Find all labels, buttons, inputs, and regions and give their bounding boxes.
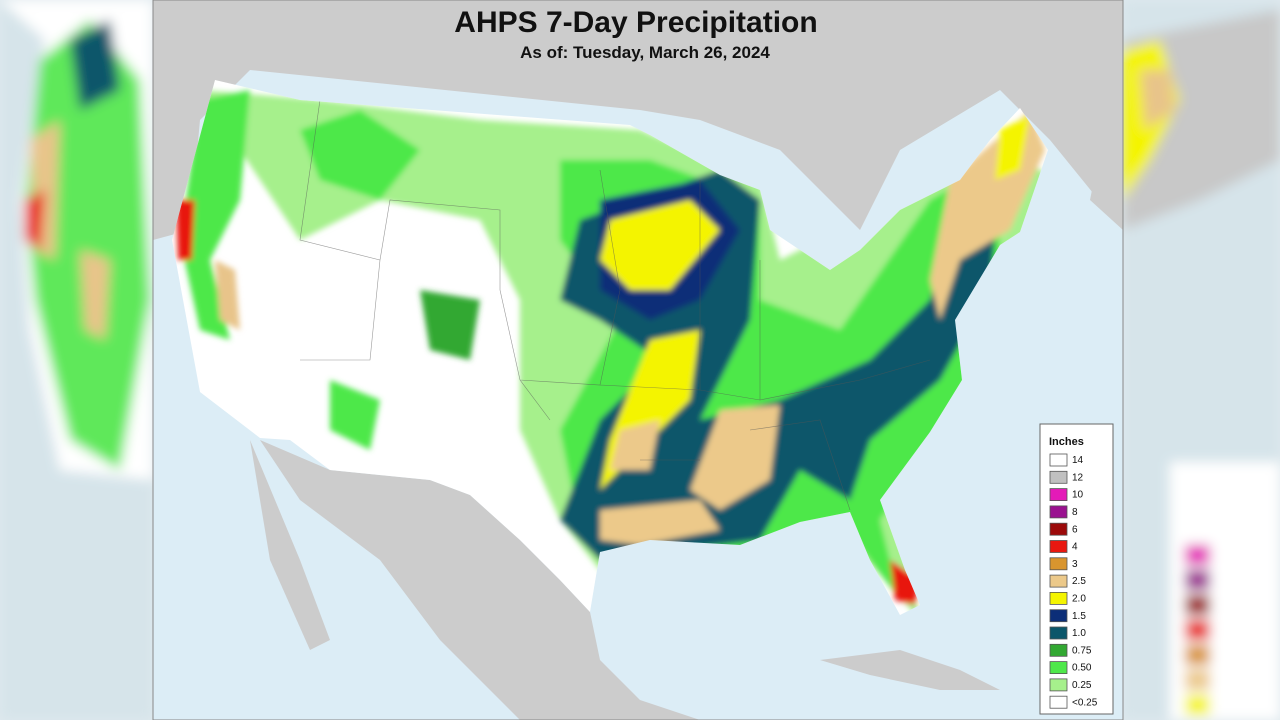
legend-label: 0.50 [1072, 663, 1092, 674]
mexico [260, 440, 700, 720]
cuba [820, 650, 1000, 690]
legend-label: 6 [1072, 524, 1078, 535]
legend-swatch [1049, 678, 1068, 692]
legend-label: <0.25 [1072, 697, 1098, 708]
legend-swatch [1049, 453, 1068, 467]
legend-label: 8 [1072, 507, 1078, 518]
legend-swatch [1049, 505, 1068, 519]
canada [153, 0, 1123, 240]
legend-swatch [1049, 540, 1068, 553]
legend-label: 12 [1072, 472, 1084, 483]
legend-swatch [1049, 695, 1068, 709]
legend-swatch [1049, 592, 1068, 605]
legend-swatch [1049, 661, 1068, 674]
legend-swatch [1049, 522, 1068, 536]
map-title: AHPS 7-Day Precipitation [454, 6, 817, 39]
legend-label: 3 [1072, 559, 1078, 570]
baja [250, 440, 330, 650]
map-subtitle: As of: Tuesday, March 26, 2024 [520, 43, 770, 62]
legend-swatch [1049, 643, 1068, 657]
legend-title: Inches [1049, 436, 1084, 448]
legend-label: 2.5 [1072, 576, 1086, 587]
legend-label: 4 [1072, 542, 1078, 553]
legend-label: 14 [1072, 455, 1084, 466]
legend-label: 1.0 [1072, 628, 1086, 639]
legend-label: 0.25 [1072, 680, 1092, 691]
legend-label: 1.5 [1072, 611, 1086, 622]
legend-swatch [1049, 626, 1068, 640]
legend: Inches 14 12 10 8 6 4 3 2.5 2.0 1.5 1.0 0.75 0.50 0.2… [1039, 423, 1114, 715]
map [152, 0, 1124, 720]
legend-swatch [1049, 609, 1068, 623]
map-frame [152, 0, 1124, 720]
legend-swatch [1049, 574, 1068, 588]
maritimes [1090, 90, 1123, 230]
legend-swatch [1049, 470, 1068, 484]
left-panel [0, 0, 153, 720]
legend-swatch [1049, 488, 1068, 502]
legend-label: 0.75 [1072, 645, 1092, 656]
legend-label: 2.0 [1072, 594, 1086, 605]
legend-label: 10 [1072, 490, 1084, 501]
right-panel [1123, 0, 1280, 720]
legend-swatch [1049, 557, 1068, 571]
